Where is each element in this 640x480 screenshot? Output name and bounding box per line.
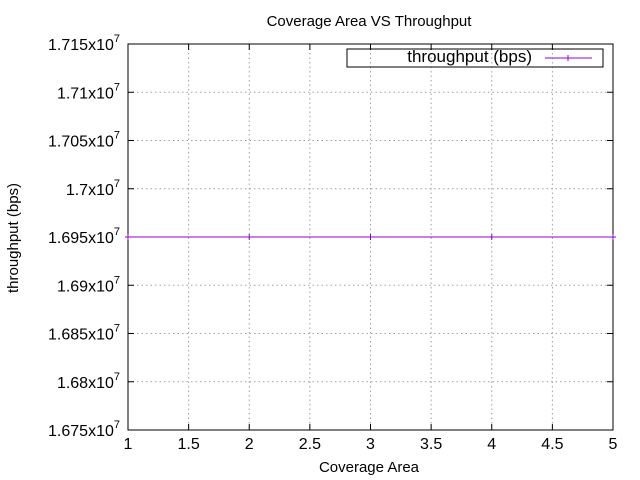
data-point	[488, 234, 495, 240]
x-tick-label: 1.5	[178, 436, 200, 453]
legend-box	[346, 48, 604, 68]
y-tick-label: 1.705x107	[48, 130, 120, 151]
x-tick-label: 1	[124, 436, 133, 453]
y-axis-label: throughput (bps)	[5, 183, 22, 293]
data-point	[246, 234, 253, 240]
x-tick-labels: 1 1.5 2 2.5 3 3.5 4 4.5 5	[124, 436, 618, 453]
x-tick-label: 2.5	[299, 436, 321, 453]
data-point	[367, 234, 374, 240]
legend-label: throughput (bps)	[407, 47, 532, 66]
legend: throughput (bps)	[346, 47, 604, 68]
data-point	[610, 234, 616, 240]
y-tick-label: 1.685x107	[48, 323, 120, 344]
y-tick-label: 1.675x107	[48, 419, 120, 440]
y-tick-label: 1.69x107	[57, 274, 120, 295]
y-tick-label: 1.695x107	[48, 226, 120, 247]
x-tick-label: 4.5	[541, 436, 563, 453]
y-tick-label: 1.68x107	[57, 371, 120, 392]
x-tick-label: 2	[245, 436, 254, 453]
y-tick-label: 1.715x107	[48, 33, 120, 54]
data-point	[125, 234, 131, 240]
x-axis-label: Coverage Area	[319, 459, 420, 476]
series-layer	[125, 234, 616, 240]
legend-marker	[565, 55, 571, 61]
legend-line-sample	[545, 55, 592, 61]
x-tick-label: 5	[609, 436, 618, 453]
x-tick-label: 3	[366, 436, 375, 453]
chart-title: Coverage Area VS Throughput	[267, 13, 473, 30]
grid-lines	[128, 44, 613, 430]
x-tick-label: 3.5	[420, 436, 442, 453]
y-tick-labels: 1.675x107 1.68x107 1.685x107 1.69x107 1.695x…	[48, 33, 120, 440]
y-tick-label: 1.7x107	[66, 178, 120, 199]
x-tick-label: 4	[487, 436, 496, 453]
y-tick-label: 1.71x107	[57, 81, 120, 102]
